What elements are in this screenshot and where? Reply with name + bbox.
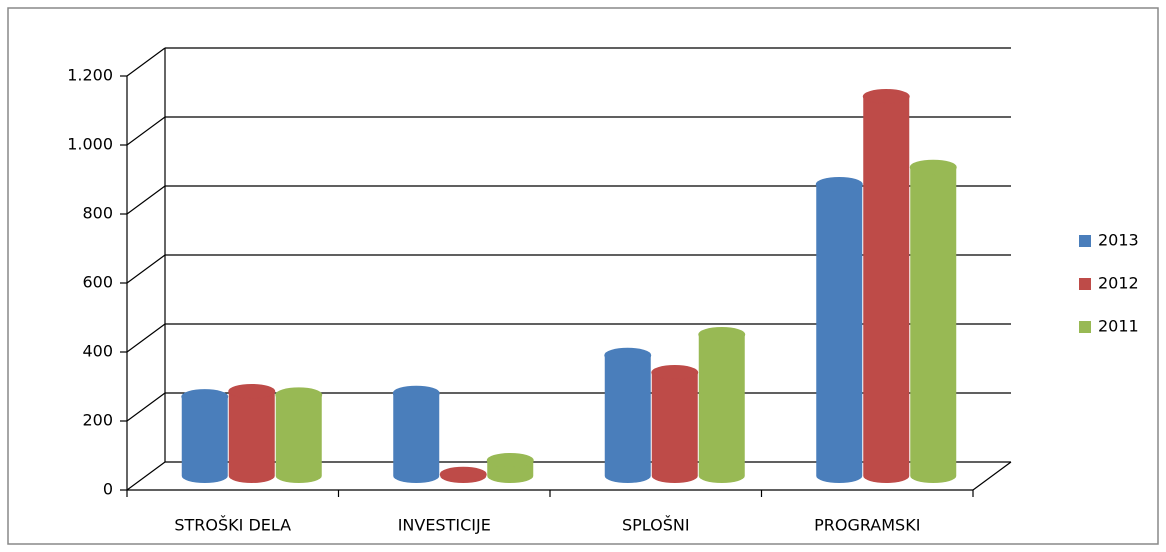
- y-tick-label: 1.200: [67, 66, 113, 85]
- x-tick-label: STROŠKI DELA: [174, 516, 291, 535]
- bar-body: [181, 396, 228, 483]
- floor-edge: [972, 461, 1012, 491]
- grid-line: [126, 116, 166, 146]
- bar-body: [275, 394, 322, 483]
- bar-body: [604, 355, 651, 483]
- bar: [651, 365, 699, 483]
- bar: [862, 89, 910, 483]
- bar-top: [228, 383, 276, 399]
- bar-body: [816, 184, 863, 483]
- y-tick-label: 200: [82, 411, 113, 430]
- bar: [228, 383, 276, 483]
- bar-top: [815, 176, 863, 192]
- bar-body: [228, 391, 275, 483]
- bar-body: [863, 96, 910, 483]
- legend-label: 2012: [1098, 274, 1139, 293]
- bar: [604, 347, 652, 483]
- bar: [698, 327, 746, 483]
- bar-top: [698, 327, 746, 343]
- bar-body: [651, 372, 698, 483]
- legend-label: 2013: [1098, 231, 1139, 250]
- grid-line: [126, 392, 166, 422]
- x-tick-label: SPLOŠNI: [622, 516, 690, 535]
- bar: [815, 176, 863, 483]
- bar: [439, 466, 487, 483]
- bar-top: [439, 466, 487, 482]
- legend-label: 2011: [1098, 317, 1139, 336]
- bar-top: [862, 89, 910, 104]
- grid-line: [126, 461, 166, 491]
- bar-top: [275, 387, 323, 403]
- y-tick-label: 400: [82, 342, 113, 361]
- y-tick-label: 0: [103, 480, 113, 499]
- grid-line: [126, 185, 166, 215]
- legend-swatch: [1079, 321, 1091, 333]
- bar: [486, 452, 534, 483]
- legend-swatch: [1079, 235, 1091, 247]
- bar: [392, 385, 440, 483]
- grid-line: [126, 323, 166, 353]
- grid-line: [126, 254, 166, 284]
- bar-body: [910, 167, 957, 483]
- bar-body: [698, 334, 745, 483]
- bar-top: [651, 365, 699, 380]
- grid-line: [126, 47, 166, 77]
- y-tick-label: 1.000: [67, 135, 113, 154]
- bar-top: [909, 159, 957, 175]
- x-tick-label: PROGRAMSKI: [814, 516, 920, 535]
- chart-border: [7, 7, 1159, 545]
- bar: [909, 159, 957, 483]
- bar: [181, 389, 229, 483]
- bar-top: [181, 389, 229, 405]
- y-tick-label: 600: [82, 273, 113, 292]
- x-tick-label: INVESTICIJE: [398, 516, 491, 535]
- y-tick-label: 800: [82, 204, 113, 223]
- legend-swatch: [1079, 278, 1091, 290]
- bar-top: [486, 452, 534, 468]
- bar-body: [393, 393, 440, 483]
- bar: [275, 387, 323, 483]
- bar-top: [392, 385, 440, 401]
- bar-top: [604, 347, 652, 363]
